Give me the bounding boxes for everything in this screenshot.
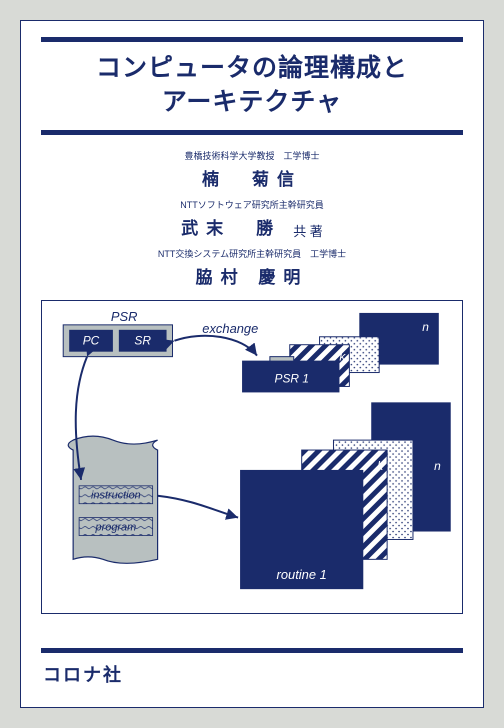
authors-block: 豊橋技術科学大学教授 工学博士 楠 菊信 NTTソフトウェア研究所主幹研究員 武… <box>41 149 463 288</box>
publisher-name: コロナ社 <box>41 661 463 687</box>
pc-label: PC <box>83 333 100 347</box>
svg-text:k: k <box>339 349 346 363</box>
n-label: n <box>422 319 429 333</box>
exchange-label: exchange <box>202 320 258 335</box>
svg-text:k: k <box>377 458 384 472</box>
author-name: 楠 菊信 <box>41 165 463 190</box>
title-line-1: コンピュータの論理構成と <box>96 54 408 82</box>
architecture-diagram: PSR PC SR exchange n k 2 PSR 1 n k <box>41 300 463 614</box>
author-name: 脇村 慶明 <box>41 263 463 288</box>
title-section: コンピュータの論理構成と アーキテクチャ <box>41 37 463 135</box>
author-cred: NTT交換システム研究所主幹研究員 工学博士 <box>41 247 463 260</box>
svg-text:n: n <box>434 458 441 472</box>
title-line-2: アーキテクチャ <box>162 88 342 116</box>
book-title: コンピュータの論理構成と アーキテクチャ <box>41 42 463 130</box>
author-cred: NTTソフトウェア研究所主幹研究員 <box>41 198 463 211</box>
publisher-section: コロナ社 <box>41 648 463 687</box>
psr-label: PSR <box>111 308 138 323</box>
instruction-label: instruction <box>91 489 141 501</box>
sr-label: SR <box>134 333 151 347</box>
coauthor-label: 共 著 <box>293 221 323 240</box>
program-label: program <box>95 521 137 533</box>
author-name: 武末 勝 <box>181 214 281 239</box>
author-cred: 豊橋技術科学大学教授 工学博士 <box>41 149 463 162</box>
hr-bottom <box>41 130 463 135</box>
routine1-label: routine 1 <box>277 567 327 582</box>
psr1-label: PSR 1 <box>275 371 309 385</box>
hr-publisher <box>41 648 463 653</box>
book-cover: コンピュータの論理構成と アーキテクチャ 豊橋技術科学大学教授 工学博士 楠 菊… <box>20 20 484 708</box>
